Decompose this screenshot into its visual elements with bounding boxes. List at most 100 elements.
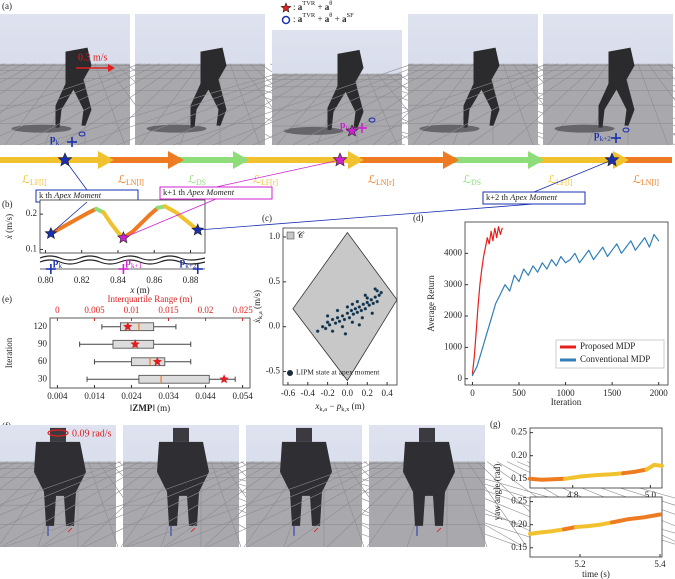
x-tick-label: 0.024: [121, 391, 142, 401]
floor-grid: [467, 63, 589, 146]
y-tick-label: 60: [38, 356, 48, 366]
floor-grid: [210, 461, 242, 548]
p-label: pk+1: [125, 257, 142, 269]
phase-label: ℒLF[r]: [253, 174, 278, 187]
phase-label: ℒDS: [188, 174, 206, 187]
text-run: p: [340, 120, 346, 131]
y-axis-label: Iteration: [4, 337, 14, 368]
x-tick-label: 500: [512, 388, 526, 398]
scatter-point: [350, 302, 355, 307]
robot: [463, 47, 500, 128]
x-tick-label: 0.2: [362, 388, 373, 398]
text-run: ℒ: [253, 174, 261, 186]
scatter-point: [323, 326, 328, 331]
text-run: θ: [329, 12, 332, 19]
x2-tick-label: 0: [55, 305, 60, 315]
line-series: [562, 525, 578, 532]
y-tick-label: 0.2: [26, 208, 37, 218]
text-run: ℒ: [22, 174, 30, 186]
text-run: ‖ (m): [152, 403, 170, 413]
apex-label: k th Apex Moment: [39, 190, 102, 200]
scatter-point: [320, 324, 325, 329]
legend-label: 𝒞: [297, 230, 305, 240]
text-run: (m): [349, 401, 364, 411]
text-run: k,a: [319, 406, 327, 413]
text-run: ẋ: [4, 235, 14, 240]
floor-grid: [366, 73, 398, 146]
floor-grid: [0, 461, 39, 490]
apex-connector: [50, 201, 88, 234]
text-run: k+1 th: [163, 187, 187, 197]
floor-grid: [286, 461, 408, 548]
foot-marker: [622, 127, 630, 133]
y-tick-label: 0: [458, 373, 463, 383]
text-run: ℒ: [463, 174, 471, 186]
screenshot: [0, 425, 479, 548]
text-run: p: [594, 130, 600, 141]
text-run: a: [298, 14, 303, 24]
text-run: LN[l]: [126, 178, 144, 187]
scatter-point: [333, 321, 338, 325]
text-run: yaw angle (rad): [492, 464, 502, 520]
apex-connector: [197, 203, 535, 231]
phase-bar: [180, 157, 245, 163]
text-run: DS: [471, 178, 481, 187]
floor: [272, 73, 402, 145]
phase-bar: [455, 157, 540, 163]
robot-shadow: [146, 124, 207, 133]
legend-text: : aTVR + aθ: [293, 0, 332, 12]
text-run: p: [336, 401, 342, 411]
floor-grid: [236, 73, 328, 146]
y-tick-label: 30: [38, 373, 48, 383]
robot-shadow: [283, 126, 344, 135]
text-run: ℒ: [633, 174, 641, 186]
line-series: [163, 204, 200, 232]
scatter-point: [340, 314, 345, 318]
iqr-marker: [130, 339, 140, 349]
x-axis-label: xk,a − pk,x (m): [314, 401, 364, 413]
p-label: pk+2: [180, 257, 197, 269]
x-tick-label: 0.044: [195, 391, 216, 401]
apex-connector: [123, 198, 217, 239]
scatter-point: [349, 308, 354, 313]
circle-marker: [281, 15, 291, 25]
floor-grid: [647, 63, 675, 101]
text-run: +: [315, 14, 325, 24]
x-tick-label: 1000: [557, 388, 576, 398]
x-tick-label: 0.0: [342, 388, 354, 398]
phase-bar: [360, 157, 455, 163]
y-tick-label: 0.15: [511, 473, 527, 483]
iqr-marker: [219, 374, 229, 384]
legend-label: Proposed MDP: [580, 341, 635, 351]
text-run: Apex Moment: [53, 190, 102, 200]
text-run: k: [58, 262, 62, 270]
robot: [157, 441, 209, 526]
y-tick-label: 3000: [444, 279, 463, 289]
text-run: ℒ: [548, 174, 556, 186]
legend-swatch: [287, 370, 293, 376]
apex-point: [191, 223, 205, 236]
robot: [403, 441, 455, 526]
text-run: +: [315, 2, 325, 12]
x-tick-label: 0: [470, 388, 475, 398]
line-series: [528, 527, 566, 536]
region: [292, 231, 398, 382]
floor-grid: [0, 461, 29, 478]
line-series: [121, 205, 160, 240]
robot-head: [173, 427, 189, 442]
floor-grid: [252, 63, 434, 146]
text-run: TVR: [302, 12, 316, 19]
floor-grid: [427, 63, 579, 146]
floor-grid: [307, 63, 549, 146]
x2-tick-label: 0.025: [232, 305, 253, 315]
phase-bar: [0, 157, 110, 163]
scatter-point: [330, 317, 335, 322]
floor-grid: [0, 63, 46, 95]
text-run: k+2 th: [486, 192, 510, 202]
text-run: p: [125, 257, 131, 268]
phase-arrow: [348, 151, 364, 169]
star-marker: [332, 152, 348, 167]
x-tick-label: 0.86: [146, 275, 162, 285]
scatter-point: [375, 299, 379, 304]
